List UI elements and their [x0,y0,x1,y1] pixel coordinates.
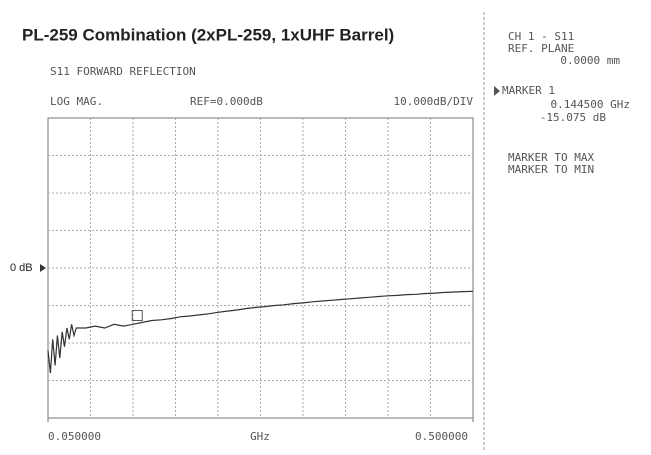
scale: 10.000dB/DIV [394,95,474,108]
x-tick-label: 0.050000 [48,430,101,443]
ref-plane: REF. PLANE [508,42,574,55]
menu-item: MARKER TO MIN [508,163,594,176]
ref-plane-value: 0.0000 mm [560,54,620,67]
y-tick [40,264,46,272]
subtitle: S11 FORWARD REFLECTION [50,65,196,78]
x-tick-label: 0.500000 [415,430,468,443]
marker [131,310,143,322]
format: LOG MAG. [50,95,103,108]
marker-level: -15.075 dB [540,111,607,124]
marker-frequency: 0.144500 GHz [551,98,630,111]
y-tick-label: 0 dB [10,262,33,274]
menu-item: MARKER TO MAX [508,151,594,164]
marker-pointer [494,86,500,96]
reference: REF=0.000dB [190,95,263,108]
x-axis-label: GHz [250,430,270,443]
chart-title: PL-259 Combination (2xPL-259, 1xUHF Barr… [22,25,394,44]
trace [47,290,474,374]
marker-name: MARKER 1 [502,84,555,97]
channel: CH 1 - S11 [508,30,574,43]
